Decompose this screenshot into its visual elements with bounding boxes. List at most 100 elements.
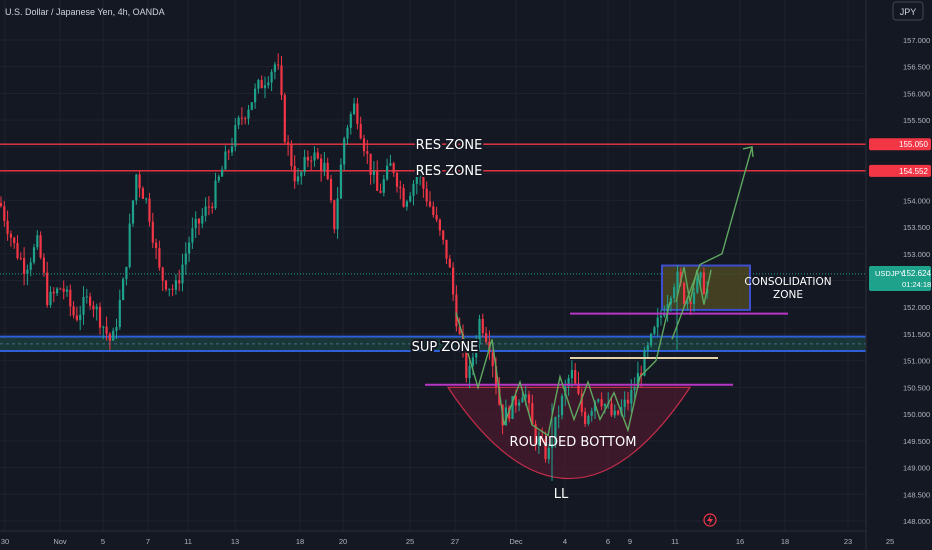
candle-body <box>646 345 649 351</box>
candle-body <box>184 253 187 265</box>
candle-body <box>702 272 705 294</box>
candle-body <box>46 272 49 306</box>
time-tick-label: 6 <box>606 537 610 546</box>
candle-body <box>673 287 676 299</box>
candle-body <box>630 389 633 404</box>
candle-body <box>227 151 230 153</box>
candle-body <box>102 326 105 328</box>
candle-body <box>389 163 392 166</box>
rounded-bottom-label: ROUNDED BOTTOM <box>510 435 637 450</box>
candle-body <box>491 352 494 367</box>
candle-body <box>250 102 253 110</box>
res-zone-label-2: RES ZONE <box>416 164 483 179</box>
price-tick-label: 152.000 <box>903 303 930 312</box>
candle-body <box>89 296 92 306</box>
candle-body <box>92 305 95 310</box>
candle-body <box>148 198 151 222</box>
arrow-head <box>742 146 754 157</box>
candle-body <box>537 438 540 445</box>
candle-body <box>485 333 488 342</box>
candle-body <box>125 266 128 280</box>
candle-body <box>105 326 108 334</box>
candle-body <box>3 206 6 221</box>
time-tick-label: 23 <box>844 537 852 546</box>
candle-body <box>422 176 425 189</box>
candle-body <box>135 174 138 201</box>
candle-body <box>59 288 62 290</box>
candle-body <box>679 271 682 284</box>
candle-body <box>689 301 692 304</box>
candle-body <box>313 152 316 161</box>
candle-body <box>617 410 620 415</box>
candle-body <box>52 291 55 294</box>
projection-arrow <box>671 146 753 340</box>
current-price: 152.624 <box>902 269 931 278</box>
candle-body <box>181 264 184 284</box>
candle-body <box>32 247 36 263</box>
time-tick-label: Dec <box>509 537 523 546</box>
candle-body <box>79 314 82 321</box>
candle-body <box>656 317 659 328</box>
candle-body <box>541 438 544 440</box>
candle-body <box>392 163 395 173</box>
candle-body <box>108 333 111 341</box>
candle-body <box>409 195 412 202</box>
candle-body <box>98 306 102 328</box>
res1-price-text: 155.050 <box>899 140 928 149</box>
candle-body <box>260 80 263 89</box>
currency-button[interactable] <box>892 1 924 21</box>
lightning-icon[interactable] <box>703 513 717 527</box>
candle-body <box>23 258 26 274</box>
candle-body <box>653 327 656 334</box>
candle-body <box>570 370 573 379</box>
symbol-title: U.S. Dollar / Japanese Yen, 4h, OANDA <box>5 7 165 17</box>
grid <box>0 0 891 531</box>
price-tick-label: 153.500 <box>903 223 930 232</box>
candle-body <box>191 228 194 243</box>
candle-body <box>696 277 699 293</box>
candle-body <box>415 176 418 184</box>
consolidation-zigzag <box>675 266 712 305</box>
candle-body <box>610 403 613 416</box>
candle-body <box>508 407 511 419</box>
res-zone-label-1: RES ZONE <box>416 138 483 153</box>
time-tick-label: 25 <box>886 537 894 546</box>
candle-body <box>26 269 29 274</box>
candle-body <box>669 298 672 305</box>
candle-body <box>39 235 42 258</box>
price-tick-label: 156.000 <box>903 89 930 98</box>
candle-body <box>164 280 168 290</box>
price-tick-label: 148.000 <box>903 517 930 526</box>
candle-body <box>432 206 435 215</box>
candle-body <box>452 267 455 295</box>
candle-body <box>547 447 550 460</box>
candle-body <box>333 200 336 230</box>
candle-body <box>442 230 445 240</box>
candle-body <box>521 397 524 403</box>
candle-body <box>514 396 517 406</box>
candle-body <box>188 242 191 254</box>
time-tick-label: 18 <box>296 537 304 546</box>
candle-body <box>683 283 686 304</box>
candle-body <box>455 294 458 327</box>
candle-body <box>49 291 52 306</box>
candle-body <box>468 365 471 379</box>
candle-body <box>9 233 12 238</box>
candle-body <box>346 127 349 139</box>
time-axis-ticks[interactable]: 30 Nov 5 7 11 13 18 20 25 27 Dec 4 6 9 11 16 18 23 25 <box>1 537 894 546</box>
candle-body <box>211 206 214 209</box>
candle-body <box>158 248 161 268</box>
candle-body <box>640 373 643 376</box>
candle-body <box>118 299 121 328</box>
time-tick-label: 13 <box>231 537 239 546</box>
time-tick-label: 18 <box>781 537 789 546</box>
candle-body <box>425 188 428 202</box>
candle-body <box>587 415 590 424</box>
candle-body <box>663 313 666 316</box>
candle-body <box>141 188 144 199</box>
candle-body <box>600 399 603 407</box>
candle-body <box>171 288 174 290</box>
candle-body <box>626 399 630 404</box>
